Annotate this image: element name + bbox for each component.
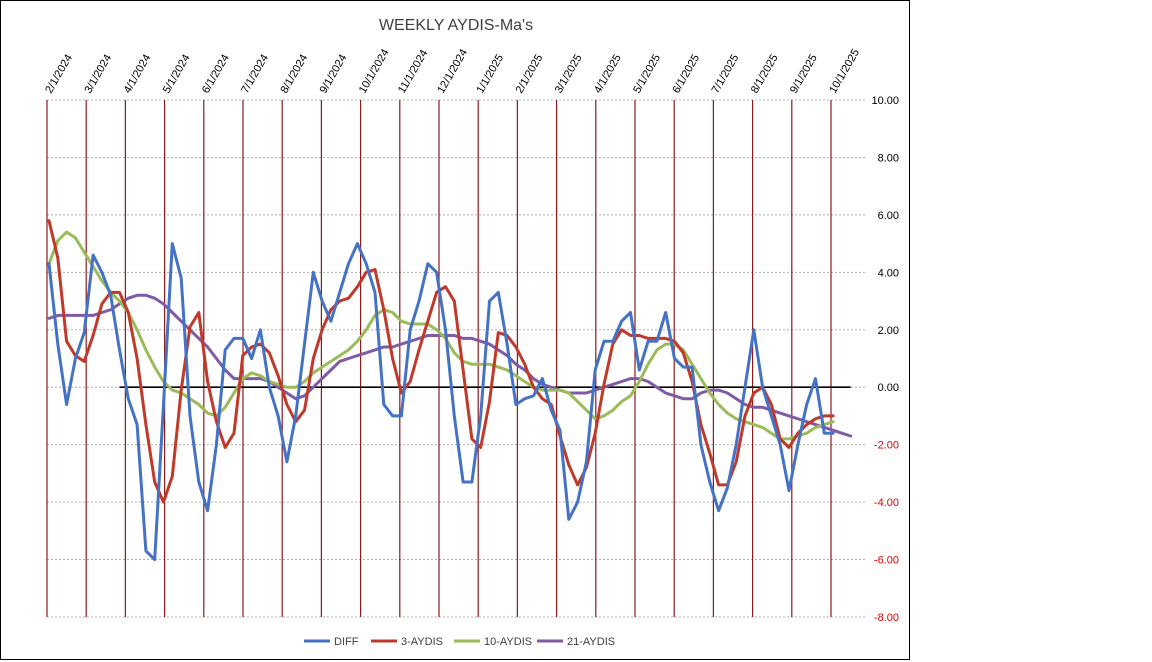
- legend: DIFF 3-AYDIS 10-AYDIS 21-AYDIS: [304, 636, 615, 648]
- x-tick-label: 1/1/2025: [474, 52, 506, 95]
- x-tick-label: 10/1/2024: [357, 47, 392, 95]
- x-tick-label: 12/1/2024: [435, 47, 470, 95]
- x-tick-label: 7/1/2025: [710, 52, 742, 95]
- series-line-3-aydis: [47, 219, 835, 504]
- y-tick-label: 8.00: [878, 152, 899, 164]
- x-tick-label: 8/1/2024: [278, 52, 310, 95]
- x-tick-label: 9/1/2024: [318, 52, 350, 95]
- y-tick-label: 2.00: [878, 325, 899, 337]
- x-tick-label: 3/1/2024: [82, 52, 114, 95]
- y-tick-label: 6.00: [878, 210, 899, 222]
- x-tick-label: 9/1/2025: [788, 52, 820, 95]
- legend-label: DIFF: [334, 636, 359, 648]
- y-axis-labels: 10.00 8.00 6.00 4.00 2.00 0.00 -2.00 -4.00 -6.00…: [871, 95, 899, 624]
- x-tick-label: 7/1/2024: [239, 52, 271, 95]
- x-tick-label: 5/1/2025: [631, 52, 663, 95]
- series-lines: [47, 219, 853, 562]
- legend-label: 10-AYDIS: [484, 636, 532, 648]
- chart-frame: WEEKLY AYDIS-Ma's 10.00 8.00 6.00 4.00 2.00 0…: [0, 0, 910, 660]
- x-tick-label: 3/1/2025: [553, 52, 585, 95]
- legend-label: 3-AYDIS: [401, 636, 443, 648]
- x-tick-label: 5/1/2024: [161, 52, 193, 95]
- x-tick-label: 2/1/2025: [514, 52, 546, 95]
- y-tick-label: -6.00: [874, 555, 899, 567]
- x-tick-label: 11/1/2024: [396, 48, 430, 96]
- y-tick-label: -2.00: [874, 440, 899, 452]
- series-line-diff: [47, 242, 835, 562]
- gridlines: [47, 99, 867, 618]
- x-tick-label: 10/1/2025: [827, 47, 862, 95]
- y-tick-label: -8.00: [874, 612, 899, 624]
- legend-label: 21-AYDIS: [567, 636, 615, 648]
- y-tick-label: 4.00: [878, 267, 899, 279]
- y-tick-label: -4.00: [874, 497, 899, 509]
- x-tick-label: 6/1/2024: [200, 52, 232, 95]
- x-tick-label: 4/1/2024: [122, 52, 154, 95]
- x-tick-label: 8/1/2025: [749, 52, 781, 95]
- x-axis-labels: 2/1/2024 3/1/2024 4/1/2024 5/1/2024 6/1/2024…: [43, 47, 862, 95]
- chart-title: WEEKLY AYDIS-Ma's: [379, 17, 533, 34]
- x-tick-label: 2/1/2024: [43, 52, 75, 95]
- chart: WEEKLY AYDIS-Ma's 10.00 8.00 6.00 4.00 2.00 0…: [43, 17, 899, 648]
- x-tick-label: 6/1/2025: [670, 52, 702, 95]
- y-tick-label: 0.00: [878, 382, 899, 394]
- y-tick-label: 10.00: [871, 95, 899, 107]
- x-tick-label: 4/1/2025: [592, 52, 624, 95]
